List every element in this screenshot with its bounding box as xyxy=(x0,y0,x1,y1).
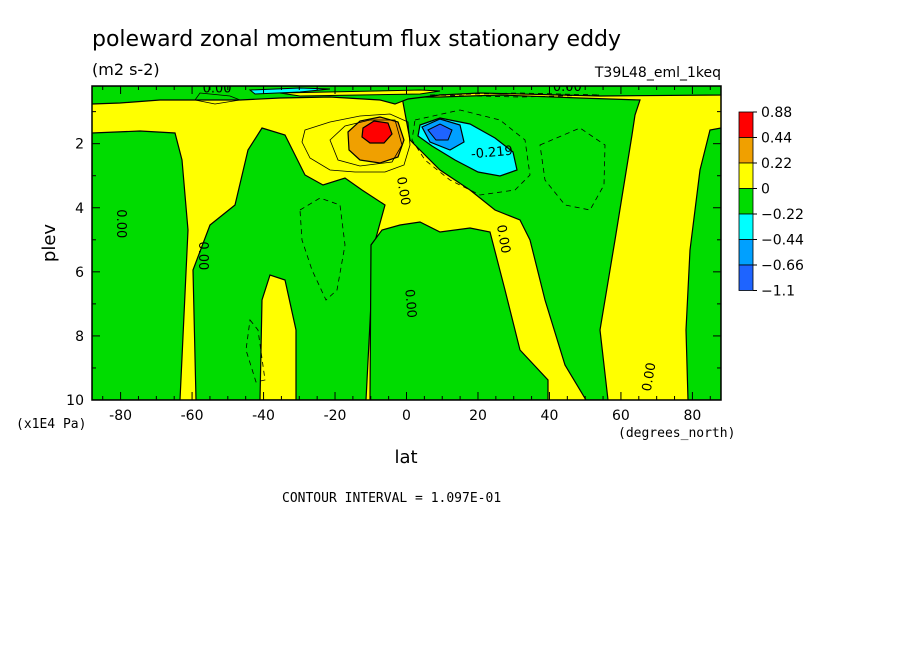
color-legend: 0.88 0.44 0.22 0 −0.22 −0.44 −0.66 −1.1 xyxy=(738,105,804,300)
field-negative-south xyxy=(92,130,189,400)
y-units-label: (x1E4 Pa) xyxy=(16,417,86,432)
legend-label: −0.44 xyxy=(761,233,804,249)
legend-label: −1.1 xyxy=(761,284,795,300)
legend-swatch xyxy=(738,111,754,138)
x-tick-label: 40 xyxy=(541,408,559,424)
legend-label: 0.22 xyxy=(761,156,792,172)
y-tick-label: 6 xyxy=(75,265,84,281)
x-tick-label: 60 xyxy=(612,408,630,424)
legend-swatch xyxy=(738,162,754,189)
y-tick-label: 10 xyxy=(66,393,84,409)
y-tick-label: 4 xyxy=(75,201,84,217)
contour-label: -0.219 xyxy=(470,144,513,163)
x-tick-label: -60 xyxy=(181,408,204,424)
field-negative-top xyxy=(92,86,721,105)
x-tick-label: -40 xyxy=(252,408,275,424)
legend-swatch xyxy=(738,239,754,266)
contour-lines xyxy=(194,92,411,173)
contour-interval: CONTOUR INTERVAL = 1.097E-01 xyxy=(282,491,501,506)
contour-labels: 0.00 0.00 0.00 0.00 0.00 0.00 0.00 0.00 -0.219 xyxy=(113,80,660,393)
chart-title: poleward zonal momentum flux stationary … xyxy=(92,27,621,52)
field-negative-sh-mid xyxy=(192,127,386,400)
legend-swatch xyxy=(738,264,754,291)
y-tick-label: 8 xyxy=(75,329,84,345)
field-negative-max-north xyxy=(427,123,453,141)
run-label: T39L48_eml_1keq xyxy=(594,65,721,81)
contour-label: 0.00 xyxy=(113,209,128,238)
x-tick-label: -20 xyxy=(324,408,347,424)
field-negative-equator xyxy=(369,221,549,400)
y-axis-label: plev xyxy=(39,224,60,263)
y-axis: 2 4 6 8 10 xyxy=(66,111,721,409)
x-tick-label: -80 xyxy=(109,408,132,424)
contour-label: 0.00 xyxy=(393,176,413,207)
contour-label: 0.00 xyxy=(640,361,660,392)
contour-label: 0.00 xyxy=(493,224,513,255)
x-units-label: (degrees_north) xyxy=(618,426,735,441)
field-positive-max-south xyxy=(361,120,393,144)
field-positive-top-streak xyxy=(279,89,441,97)
x-axis-label: lat xyxy=(394,447,417,468)
y-tick-label: 2 xyxy=(75,137,84,153)
field-positive-sh-tongue xyxy=(259,274,297,400)
legend-swatch xyxy=(738,137,754,164)
field-negative-nh-upper xyxy=(401,94,641,400)
dashed-contours xyxy=(245,92,606,383)
legend-label: −0.22 xyxy=(761,207,804,223)
contour-label: 0.00 xyxy=(553,80,582,95)
x-tick-label: 20 xyxy=(469,408,487,424)
contour-label: 0.00 xyxy=(203,81,232,96)
legend-label: −0.66 xyxy=(761,258,804,274)
legend-swatch xyxy=(738,213,754,240)
legend-label: 0.44 xyxy=(761,131,792,147)
legend-swatch xyxy=(738,188,754,215)
x-tick-label: 0 xyxy=(402,408,411,424)
contour-label: 0.00 xyxy=(195,241,210,270)
x-tick-label: 80 xyxy=(683,408,701,424)
field-negative-top-eddy xyxy=(248,87,331,95)
field-negative-east xyxy=(685,127,721,400)
contour-label: 0.00 xyxy=(401,288,418,318)
chart-units: (m2 s-2) xyxy=(92,60,160,79)
legend-label: 0.88 xyxy=(761,105,792,121)
plot-area: 0.00 0.00 0.00 0.00 0.00 0.00 0.00 0.00 -0.219 xyxy=(92,80,721,400)
x-axis: -80 -60 -40 -20 0 20 40 60 80 xyxy=(102,86,711,424)
legend-label: 0 xyxy=(761,182,770,198)
